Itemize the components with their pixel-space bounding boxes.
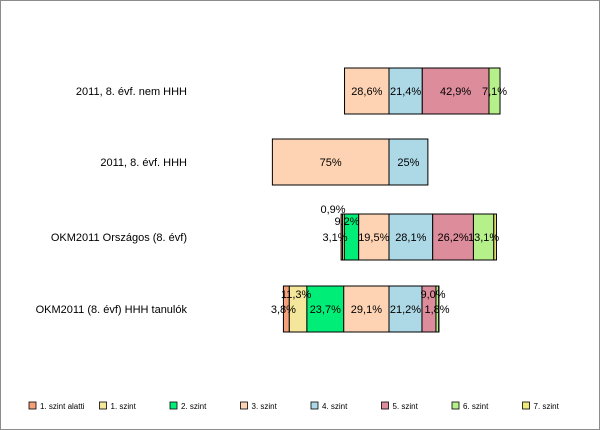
bar-segment-4-szint	[388, 67, 423, 115]
legend-label: 7. szint	[534, 402, 560, 411]
data-label: 19,5%	[358, 232, 389, 244]
legend-swatch	[522, 401, 530, 410]
bar-segment-3-szint	[358, 213, 390, 261]
legend-label: 4. szint	[322, 402, 348, 411]
bar-segment-3-szint	[344, 67, 390, 115]
legend-label: 3. szint	[252, 402, 278, 411]
legend-swatch	[169, 401, 178, 410]
bar-segment-4-szint	[388, 138, 429, 186]
legend-swatch	[310, 401, 319, 410]
bar-segment-6-szint	[488, 67, 501, 115]
data-label: 0,9%	[320, 204, 345, 216]
legend-label: 5. szint	[393, 402, 419, 411]
legend-label: 1. szint alatti	[40, 402, 85, 411]
data-label: 7,1%	[482, 86, 507, 98]
bar-segment-7-szint	[493, 213, 497, 261]
data-label: 13,1%	[468, 232, 499, 244]
data-label: 9,0%	[420, 289, 445, 301]
data-label: 28,6%	[351, 86, 382, 98]
category-label: OKM2011 (8. évf) HHH tanulók	[36, 304, 188, 316]
category-label: OKM2011 Országos (8. évf)	[51, 232, 187, 244]
data-label: 26,2%	[437, 232, 468, 244]
data-label: 28,1%	[395, 232, 426, 244]
legend-swatch	[381, 401, 389, 410]
legend-label: 6. szint	[463, 402, 489, 411]
legend-swatch	[28, 401, 37, 410]
data-label: 29,1%	[351, 304, 382, 316]
data-label: 3,1%	[322, 232, 347, 244]
legend: 1. szint alatti 1. szint 2. szint 3. szint 4…	[28, 401, 560, 411]
data-label: 1,8%	[424, 304, 449, 316]
category-label: 2011, 8. évf. nem HHH	[76, 86, 187, 98]
bar-segment-3-szint	[343, 285, 390, 333]
legend-swatch	[99, 401, 107, 410]
data-label: 9,2%	[334, 216, 359, 228]
data-label: 75%	[320, 157, 342, 169]
bar-segment-5-szint	[421, 67, 490, 115]
legend-label: 2. szint	[181, 402, 207, 411]
bar-segment-2-szint	[306, 285, 345, 333]
data-label: 11,3%	[281, 289, 312, 301]
data-label: 42,9%	[440, 86, 471, 98]
legend-swatch	[240, 401, 248, 410]
legend-label: 1. szint	[111, 402, 137, 411]
data-label: 23,7%	[310, 304, 341, 316]
bar-segment-5-szint	[432, 213, 474, 261]
data-label: 25%	[397, 157, 419, 169]
data-label: 21,4%	[390, 86, 421, 98]
data-labels: 28,6% 21,4% 42,9% 7,1% 75% 25% 0,9%9,2% 19,5% 28…	[271, 86, 507, 316]
legend-swatch	[451, 401, 460, 410]
category-labels: 2011, 8. évf. nem HHH 2011, 8. évf. HHH OK…	[36, 86, 188, 316]
data-label: 3,8%	[271, 304, 296, 316]
data-label: 21,2%	[390, 304, 421, 316]
category-label: 2011, 8. évf. HHH	[100, 157, 187, 169]
bars-group	[271, 67, 501, 333]
bar-segment-4-szint	[388, 213, 434, 261]
